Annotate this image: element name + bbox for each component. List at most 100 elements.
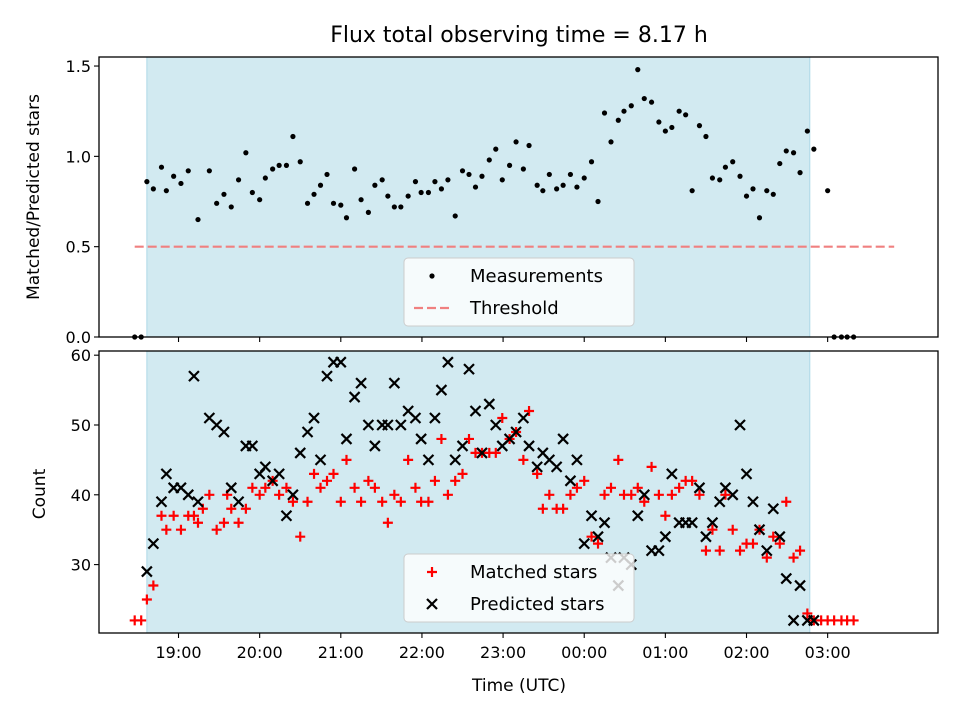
measurement-point bbox=[574, 184, 580, 190]
measurement-point bbox=[783, 148, 789, 154]
legend-label: Predicted stars bbox=[470, 594, 604, 615]
matched-star-point bbox=[464, 433, 475, 444]
matched-star-point bbox=[156, 510, 167, 521]
legend-box bbox=[403, 257, 635, 327]
count-axes: 30 40 50 60 19:00 20:00 21:00 22:00 23:00 00:00 01… bbox=[71, 346, 939, 662]
measurement-point bbox=[466, 171, 472, 178]
y-tick-label: 1.5 bbox=[66, 57, 91, 76]
x-tick-label: 20:00 bbox=[237, 643, 283, 662]
measurement-point bbox=[221, 191, 227, 197]
predicted-star-point bbox=[415, 433, 427, 445]
predicted-star-point bbox=[726, 489, 739, 501]
x-tick-label: 00:00 bbox=[561, 643, 607, 662]
measurement-point bbox=[379, 177, 385, 183]
predicted-star-point bbox=[409, 412, 422, 424]
measurement-point bbox=[615, 117, 621, 123]
y-tick-label: 60 bbox=[71, 346, 91, 365]
predicted-star-point bbox=[550, 461, 563, 473]
measurement-point bbox=[588, 159, 595, 165]
measurement-point bbox=[262, 175, 268, 181]
measurement-point bbox=[330, 200, 337, 206]
matched-star-point bbox=[720, 489, 731, 500]
matched-star-point bbox=[848, 615, 859, 626]
x-tick-label: 19:00 bbox=[155, 643, 201, 662]
matched-star-point bbox=[558, 503, 569, 514]
measurement-point bbox=[499, 177, 505, 183]
measurement-point bbox=[385, 193, 391, 199]
measurement-point bbox=[317, 182, 324, 188]
predicted-star-point bbox=[422, 454, 435, 466]
measurement-point bbox=[520, 166, 526, 172]
predicted-star-point bbox=[490, 419, 502, 431]
predicted-star-point bbox=[706, 516, 719, 529]
predicted-star-point bbox=[773, 530, 786, 543]
predicted-star-point bbox=[382, 419, 394, 431]
measurement-point bbox=[676, 108, 682, 114]
predicted-star-point bbox=[314, 454, 327, 466]
legend-label: Matched stars bbox=[470, 562, 597, 583]
measurement-point bbox=[601, 110, 608, 116]
matched-star-point bbox=[218, 517, 229, 528]
measurement-point bbox=[628, 103, 634, 109]
measurement-point bbox=[249, 189, 255, 196]
measurement-point bbox=[185, 168, 191, 174]
predicted-star-point bbox=[259, 461, 272, 473]
measurement-point bbox=[372, 182, 378, 188]
measurement-point bbox=[554, 186, 560, 192]
predicted-star-point bbox=[794, 579, 806, 592]
matched-star-point bbox=[537, 503, 548, 514]
matched-star-point bbox=[666, 489, 677, 500]
predicted-star-point bbox=[531, 461, 543, 473]
matched-star-point bbox=[490, 447, 501, 458]
predicted-star-point bbox=[638, 489, 651, 501]
predicted-star-point bbox=[767, 502, 780, 515]
matched-star-point bbox=[148, 580, 159, 591]
measurement-point bbox=[526, 142, 532, 149]
matched-star-point bbox=[802, 608, 813, 619]
predicted-star-point bbox=[456, 440, 469, 452]
matched-star-point bbox=[168, 510, 179, 521]
legend-label: Measurements bbox=[470, 266, 603, 287]
measurement-point bbox=[641, 95, 647, 102]
matched-star-point bbox=[626, 489, 637, 500]
matched-star-point bbox=[768, 531, 779, 542]
measurement-point bbox=[560, 182, 566, 188]
measurement-point bbox=[163, 188, 169, 194]
predicted-star-point bbox=[592, 530, 604, 543]
matched-star-point bbox=[606, 482, 617, 493]
matched-star-point bbox=[341, 454, 352, 465]
matched-star-point bbox=[524, 406, 535, 417]
predicted-star-point bbox=[557, 433, 569, 445]
axes-frame bbox=[98, 350, 939, 634]
predicted-star-point bbox=[287, 489, 299, 501]
measurement-point bbox=[445, 177, 451, 183]
measurement-point bbox=[696, 123, 703, 129]
x-tick-label: 03:00 bbox=[805, 643, 851, 662]
matched-star-point bbox=[287, 496, 298, 507]
matched-star-point bbox=[302, 496, 313, 507]
x-tick-label: 22:00 bbox=[399, 643, 445, 662]
measurement-point bbox=[178, 180, 184, 187]
predicted-star-point bbox=[182, 489, 195, 501]
matched-star-point bbox=[694, 489, 705, 500]
predicted-star-point bbox=[787, 614, 800, 627]
predicted-star-point bbox=[218, 426, 230, 438]
measurement-point bbox=[243, 150, 249, 156]
predicted-star-point bbox=[362, 419, 375, 431]
measurement-point bbox=[206, 168, 212, 174]
matched-star-point bbox=[747, 538, 758, 549]
matched-star-point bbox=[457, 468, 468, 479]
measurement-point bbox=[581, 175, 587, 181]
matched-star-point bbox=[565, 489, 576, 500]
count-y-axis-label: Count bbox=[30, 468, 50, 519]
predicted-star-points bbox=[141, 356, 820, 627]
measurement-point bbox=[365, 209, 371, 215]
predicted-star-point bbox=[388, 377, 401, 389]
predicted-star-point bbox=[585, 509, 598, 522]
legend-dot-marker bbox=[429, 273, 435, 279]
measurement-point bbox=[770, 191, 776, 197]
matched-star-point bbox=[254, 489, 265, 500]
matched-star-point bbox=[660, 510, 671, 521]
matched-star-point bbox=[646, 461, 657, 472]
predicted-star-point bbox=[564, 475, 577, 487]
